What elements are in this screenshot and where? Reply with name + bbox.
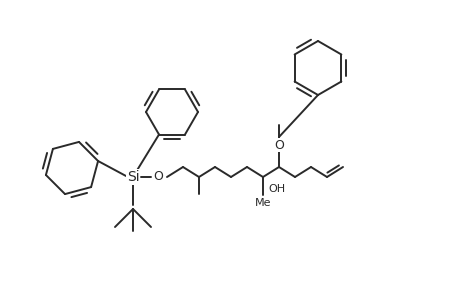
Text: O: O [274,139,283,152]
Text: OH: OH [268,184,285,194]
Text: Me: Me [254,198,271,208]
Text: Si: Si [126,170,139,184]
Text: O: O [153,170,162,184]
